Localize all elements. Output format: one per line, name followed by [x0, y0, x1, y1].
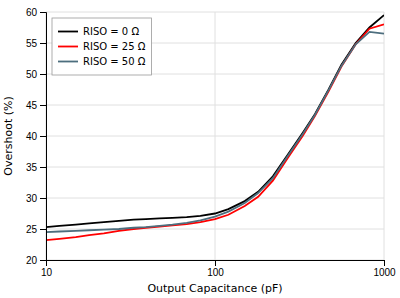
- tick-label: 20: [26, 255, 38, 266]
- tick-mark: [40, 105, 46, 106]
- tick-label: 25: [26, 224, 38, 235]
- tick: 25: [26, 224, 46, 235]
- grid-line-y: [46, 136, 384, 137]
- legend: RISO = 0 Ω RISO = 25 Ω RISO = 50 Ω: [52, 18, 151, 75]
- tick: 100: [207, 260, 224, 278]
- tick-mark: [40, 198, 46, 199]
- x-axis-title: Output Capacitance (pF): [147, 282, 282, 295]
- tick: 20: [26, 255, 46, 266]
- tick-label: 40: [26, 131, 38, 142]
- legend-label: RISO = 25 Ω: [83, 41, 146, 52]
- tick-mark: [40, 136, 46, 137]
- y-axis: 20 25 30 35 40 45 50 55 60: [26, 7, 47, 266]
- series-line: [46, 15, 384, 227]
- tick: 55: [26, 38, 46, 49]
- axis-domain: [47, 261, 385, 267]
- tick: 30: [26, 193, 46, 204]
- y-axis-title: Overshoot (%): [2, 96, 15, 175]
- tick-mark: [40, 229, 46, 230]
- tick-mark: [40, 260, 46, 261]
- tick-mark: [40, 167, 46, 168]
- axis-domain: [40, 13, 47, 261]
- tick: 35: [26, 162, 46, 173]
- grid-line-y: [46, 105, 384, 106]
- tick-label: 10: [41, 267, 53, 278]
- grid-line-y: [46, 198, 384, 199]
- tick-mark: [40, 12, 46, 13]
- tick-label: 55: [26, 38, 38, 49]
- lines: [46, 15, 384, 240]
- tick: 60: [26, 7, 46, 18]
- legend-swatch: [58, 31, 78, 33]
- x-axis: 10 100 1000: [41, 260, 396, 278]
- grid-line-y: [46, 12, 384, 13]
- tick-label: 1000: [373, 267, 396, 278]
- series-line: [46, 32, 384, 232]
- tick: 50: [26, 69, 46, 80]
- tick-mark: [215, 260, 216, 266]
- chart: 101001000202530354045505560RISO = 0 ΩRIS…: [0, 0, 400, 298]
- tick-label: 35: [26, 162, 38, 173]
- legend-box: [52, 18, 151, 75]
- tick: 1000: [373, 260, 396, 278]
- tick: 40: [26, 131, 46, 142]
- series-line: [46, 24, 384, 240]
- tick-label: 100: [207, 267, 224, 278]
- tick-mark: [384, 260, 385, 266]
- plot: 101001000202530354045505560RISO = 0 ΩRIS…: [26, 7, 396, 278]
- tick-label: 45: [26, 100, 38, 111]
- legend-label: RISO = 50 Ω: [83, 56, 146, 67]
- grid: [46, 12, 384, 260]
- tick: 10: [41, 260, 53, 278]
- tick-mark: [40, 74, 46, 75]
- tick-label: 50: [26, 69, 38, 80]
- legend-swatch: [58, 61, 78, 63]
- legend-label: RISO = 0 Ω: [83, 26, 139, 37]
- tick: 45: [26, 100, 46, 111]
- tick-label: 30: [26, 193, 38, 204]
- tick-label: 60: [26, 7, 38, 18]
- tick-mark: [40, 43, 46, 44]
- grid-line-y: [46, 167, 384, 168]
- legend-swatch: [58, 46, 78, 48]
